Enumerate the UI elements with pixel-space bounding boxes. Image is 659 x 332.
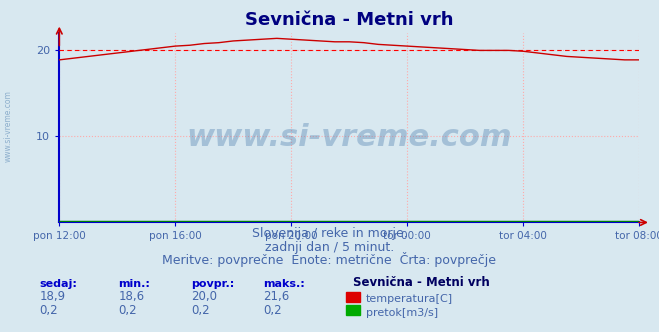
FancyBboxPatch shape xyxy=(346,305,360,315)
Title: Sevnična - Metni vrh: Sevnična - Metni vrh xyxy=(245,11,453,29)
Text: 21,6: 21,6 xyxy=(264,290,290,303)
Text: Sevnična - Metni vrh: Sevnična - Metni vrh xyxy=(353,276,490,289)
Text: 0,2: 0,2 xyxy=(119,304,137,317)
Text: min.:: min.: xyxy=(119,279,150,289)
Text: povpr.:: povpr.: xyxy=(191,279,235,289)
Text: Slovenija / reke in morje.: Slovenija / reke in morje. xyxy=(252,227,407,240)
Text: temperatura[C]: temperatura[C] xyxy=(366,294,453,304)
Text: zadnji dan / 5 minut.: zadnji dan / 5 minut. xyxy=(265,241,394,254)
Text: 18,6: 18,6 xyxy=(119,290,145,303)
Text: www.si-vreme.com: www.si-vreme.com xyxy=(186,123,512,152)
Text: sedaj:: sedaj: xyxy=(40,279,77,289)
Text: pretok[m3/s]: pretok[m3/s] xyxy=(366,308,438,318)
Text: 20,0: 20,0 xyxy=(191,290,217,303)
Text: maks.:: maks.: xyxy=(264,279,305,289)
Text: 0,2: 0,2 xyxy=(40,304,58,317)
FancyBboxPatch shape xyxy=(346,292,360,302)
Text: 0,2: 0,2 xyxy=(191,304,210,317)
Text: 18,9: 18,9 xyxy=(40,290,66,303)
Text: Meritve: povprečne  Enote: metrične  Črta: povprečje: Meritve: povprečne Enote: metrične Črta:… xyxy=(163,252,496,267)
Text: 0,2: 0,2 xyxy=(264,304,282,317)
Text: www.si-vreme.com: www.si-vreme.com xyxy=(3,90,13,162)
